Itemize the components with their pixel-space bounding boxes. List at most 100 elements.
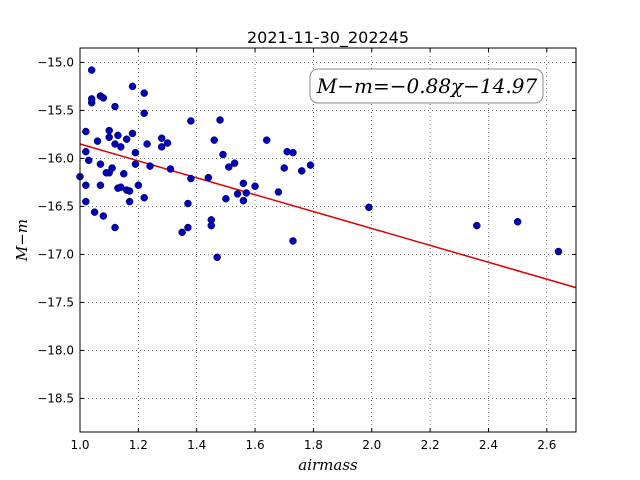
data-point xyxy=(157,134,166,142)
data-point xyxy=(131,160,140,168)
fit-line xyxy=(79,143,577,289)
data-point xyxy=(125,197,134,206)
y-tick-label: −18.0 xyxy=(37,343,74,357)
data-point xyxy=(219,150,227,159)
data-point xyxy=(120,170,128,178)
data-point xyxy=(187,117,195,125)
y-tick-label: −15.0 xyxy=(37,55,74,69)
data-point xyxy=(131,148,140,157)
data-point xyxy=(289,148,297,157)
x-tick-label: 2.4 xyxy=(479,438,498,452)
plot-frame xyxy=(79,47,577,433)
y-tick-label: −15.5 xyxy=(37,103,74,117)
data-point xyxy=(262,136,271,144)
x-axis-label: airmass xyxy=(298,456,358,474)
y-axis-label: M−m xyxy=(13,219,31,262)
data-point xyxy=(128,129,137,138)
data-point xyxy=(239,196,248,205)
data-point xyxy=(230,159,239,167)
data-point xyxy=(87,95,96,103)
data-point xyxy=(117,143,125,151)
data-point xyxy=(473,221,481,230)
x-tick-label: 1.4 xyxy=(187,438,206,452)
y-tick-label: −16.5 xyxy=(37,199,74,213)
data-point xyxy=(114,131,122,140)
data-point xyxy=(207,221,216,230)
data-point xyxy=(306,161,315,169)
data-point xyxy=(280,164,288,172)
data-point xyxy=(251,182,259,190)
data-point xyxy=(184,199,192,208)
data-point xyxy=(187,174,195,183)
data-point xyxy=(82,127,90,136)
x-tick-label: 1.8 xyxy=(304,438,323,452)
data-point xyxy=(289,237,297,245)
data-point xyxy=(134,181,143,190)
x-tick-label: 2.2 xyxy=(421,438,440,452)
chart-title: 2021-11-30_202245 xyxy=(247,28,409,48)
data-point xyxy=(140,109,148,118)
data-point xyxy=(105,126,113,135)
data-point xyxy=(216,116,224,124)
data-point xyxy=(111,102,119,111)
data-point xyxy=(513,218,522,226)
data-point xyxy=(82,197,90,206)
y-tick-labels: −15.0 −15.5 −16.0 −16.5 −17.0 −17.5 −18.0 −18.5 xyxy=(37,55,74,405)
data-point xyxy=(242,189,251,197)
x-tick-label: 2.6 xyxy=(537,438,556,452)
grid-lines xyxy=(79,48,576,432)
data-point xyxy=(82,181,90,190)
data-point xyxy=(184,223,192,232)
data-point xyxy=(143,140,151,148)
data-point xyxy=(85,156,93,165)
y-tick-label: −17.5 xyxy=(37,295,74,309)
data-point xyxy=(108,164,116,172)
data-point xyxy=(166,165,175,173)
data-point xyxy=(96,181,105,190)
x-tick-labels: 1.0 1.2 1.4 1.6 1.8 2.0 2.2 2.4 2.6 xyxy=(70,438,556,452)
data-point xyxy=(222,194,230,203)
data-point xyxy=(93,137,102,145)
x-tick-label: 1.0 xyxy=(70,438,89,452)
data-point xyxy=(554,247,563,256)
data-point xyxy=(157,143,166,151)
x-tick-label: 1.6 xyxy=(246,438,265,452)
data-point xyxy=(225,163,233,171)
annotation-box xyxy=(309,68,544,104)
y-tick-label: −16.0 xyxy=(37,151,74,165)
x-tick-label: 2.0 xyxy=(362,438,381,452)
data-point xyxy=(96,160,105,168)
data-point xyxy=(99,212,108,220)
data-point xyxy=(146,162,154,170)
data-point xyxy=(233,190,242,198)
data-point xyxy=(213,253,221,262)
data-point xyxy=(178,228,186,237)
data-point xyxy=(125,187,134,195)
data-points xyxy=(76,66,563,262)
annotation-text: M−m=−0.88χ−14.97 xyxy=(316,74,538,98)
data-point xyxy=(82,147,90,156)
data-point xyxy=(87,66,96,74)
y-tick-label: −17.0 xyxy=(37,247,74,261)
data-point xyxy=(163,139,172,147)
data-point xyxy=(128,82,137,91)
data-point xyxy=(365,203,373,212)
data-point xyxy=(111,223,119,232)
y-tick-label: −18.5 xyxy=(37,391,74,405)
axis-ticks xyxy=(79,48,576,432)
data-point xyxy=(105,133,113,142)
data-point xyxy=(99,94,108,102)
data-point xyxy=(140,89,148,97)
data-point xyxy=(140,194,148,202)
data-point xyxy=(210,136,218,144)
data-point xyxy=(90,208,99,216)
data-point xyxy=(122,135,131,143)
fit-annotation: M−m=−0.88χ−14.97 xyxy=(309,68,544,104)
data-point xyxy=(204,173,213,182)
data-point xyxy=(274,188,283,196)
data-point xyxy=(239,179,248,188)
fit-line-group xyxy=(79,143,577,289)
x-tick-label: 1.2 xyxy=(129,438,148,452)
data-point xyxy=(297,167,306,175)
